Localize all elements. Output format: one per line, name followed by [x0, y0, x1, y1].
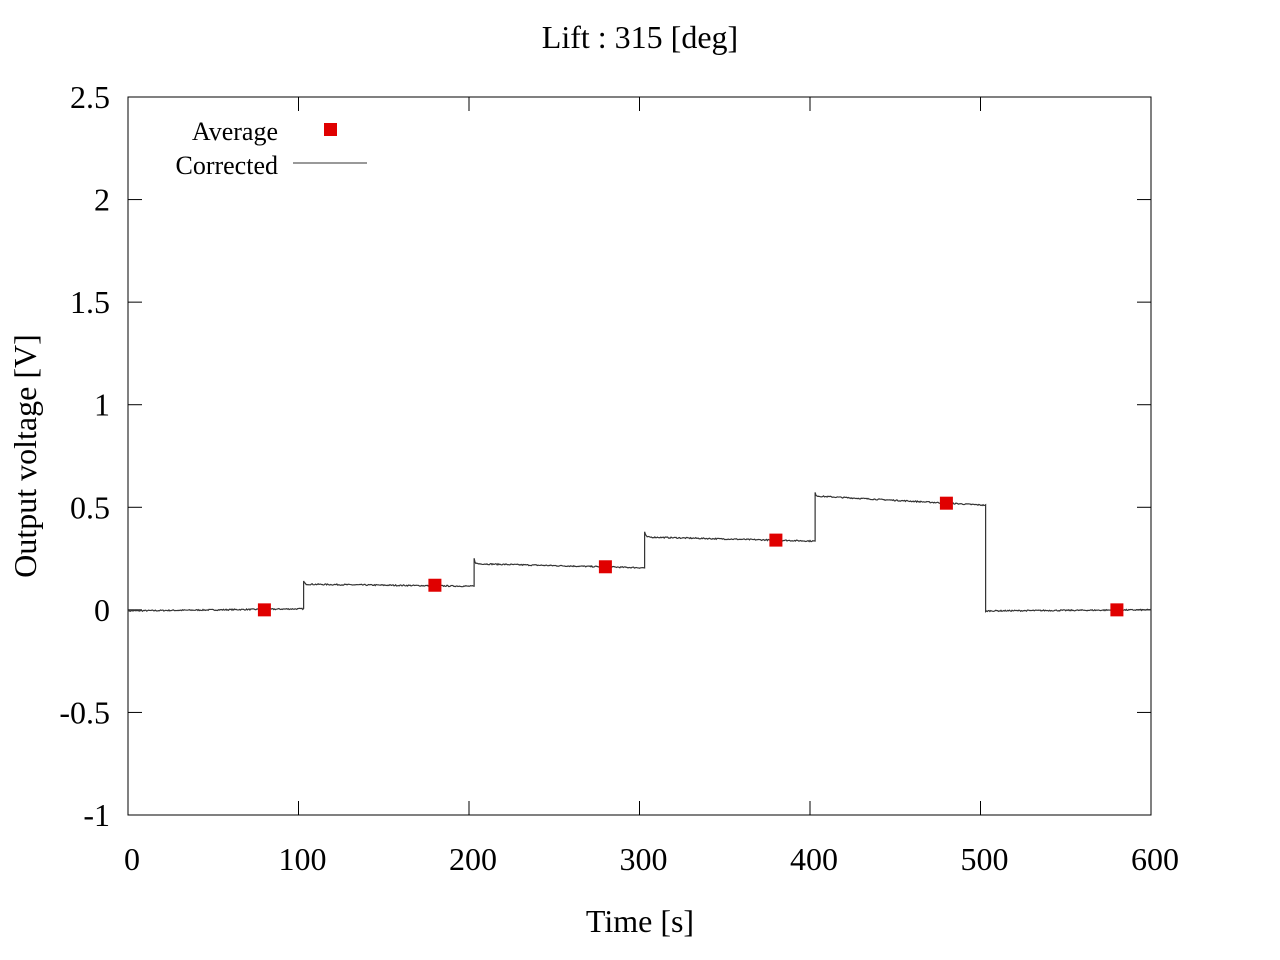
x-tick-label: 200	[449, 841, 497, 877]
x-tick-label: 400	[790, 841, 838, 877]
y-tick-label: 2	[94, 182, 110, 218]
y-tick-label: -1	[83, 797, 110, 833]
x-axis-ticks: 0 100 200 300 400 500 600	[124, 97, 1179, 877]
average-marker	[939, 496, 953, 510]
legend-label-corrected: Corrected	[175, 151, 278, 180]
average-marker	[1110, 603, 1124, 617]
plot-frame	[127, 96, 1152, 816]
x-axis-label: Time [s]	[586, 903, 694, 939]
corrected-line	[127, 492, 1152, 613]
y-tick-label: 2.5	[70, 79, 110, 115]
legend-marker-average	[324, 123, 337, 136]
legend: Average Corrected	[175, 117, 367, 180]
average-marker	[428, 578, 442, 592]
average-marker	[769, 533, 783, 547]
y-tick-label: 1.5	[70, 284, 110, 320]
average-marker	[598, 560, 612, 574]
legend-label-average: Average	[192, 117, 278, 146]
y-axis-ticks: -1 -0.5 0 0.5 1 1.5 2 2.5	[59, 79, 1151, 833]
x-tick-label: 0	[124, 841, 140, 877]
y-tick-label: 0	[94, 592, 110, 628]
x-tick-label: 300	[620, 841, 668, 877]
average-marker	[257, 603, 271, 617]
y-axis-label: Output voltage [V]	[7, 334, 43, 578]
x-tick-label: 600	[1131, 841, 1179, 877]
y-tick-label: 1	[94, 387, 110, 423]
series-layer	[127, 492, 1152, 617]
y-tick-label: -0.5	[59, 694, 110, 730]
y-tick-label: 0.5	[70, 489, 110, 525]
chart-title: Lift : 315 [deg]	[542, 19, 738, 55]
x-tick-label: 100	[279, 841, 327, 877]
x-tick-label: 500	[961, 841, 1009, 877]
